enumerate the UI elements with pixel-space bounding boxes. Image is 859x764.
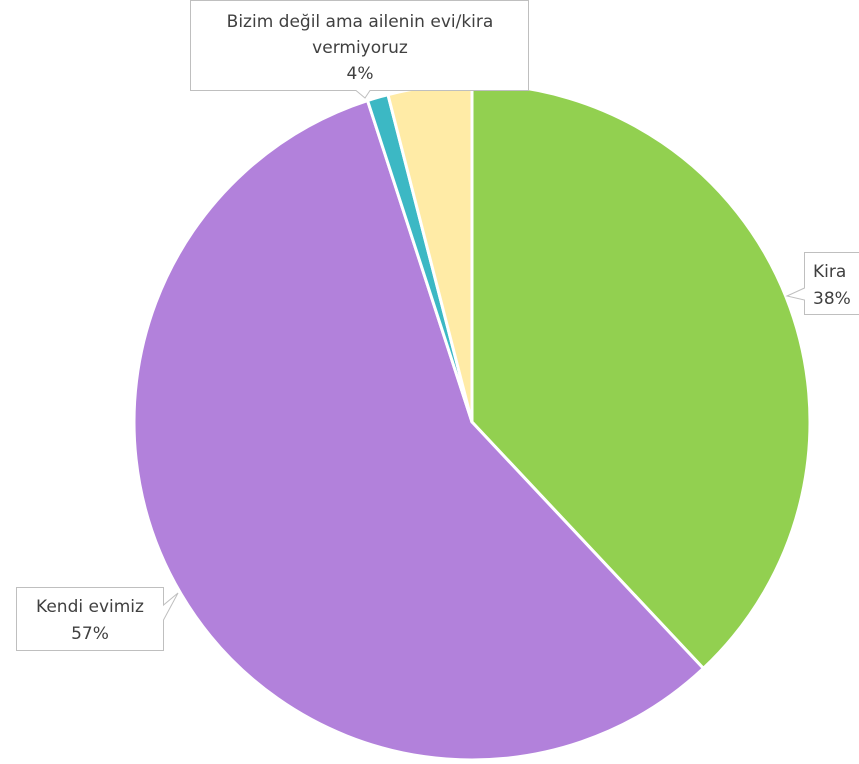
callout-ailenin-evi-percent: 4% <box>347 64 374 84</box>
callout-kendi-evimiz: Kendi evimiz 57% <box>16 587 179 651</box>
callout-kira: Kira 38% <box>785 252 859 315</box>
callout-ailenin-evi: Bizim değil ama ailenin evi/kira vermiyo… <box>190 0 529 99</box>
callout-ailenin-evi-box <box>190 0 529 99</box>
callout-kira-box <box>785 252 859 315</box>
callout-kendi-evimiz-percent: 57% <box>71 624 109 644</box>
callout-kira-percent: 38% <box>813 289 851 309</box>
callout-kendi-evimiz-label: Kendi evimiz <box>36 597 144 617</box>
callout-ailenin-evi-line2: vermiyoruz <box>312 38 408 58</box>
callout-kira-label: Kira <box>813 262 846 282</box>
callout-ailenin-evi-line1: Bizim değil ama ailenin evi/kira <box>227 12 494 32</box>
pie-slices <box>132 82 812 762</box>
pie-slice-kendi <box>132 99 705 762</box>
callout-kendi-evimiz-box <box>16 587 179 651</box>
pie-slice-kira <box>470 82 812 670</box>
